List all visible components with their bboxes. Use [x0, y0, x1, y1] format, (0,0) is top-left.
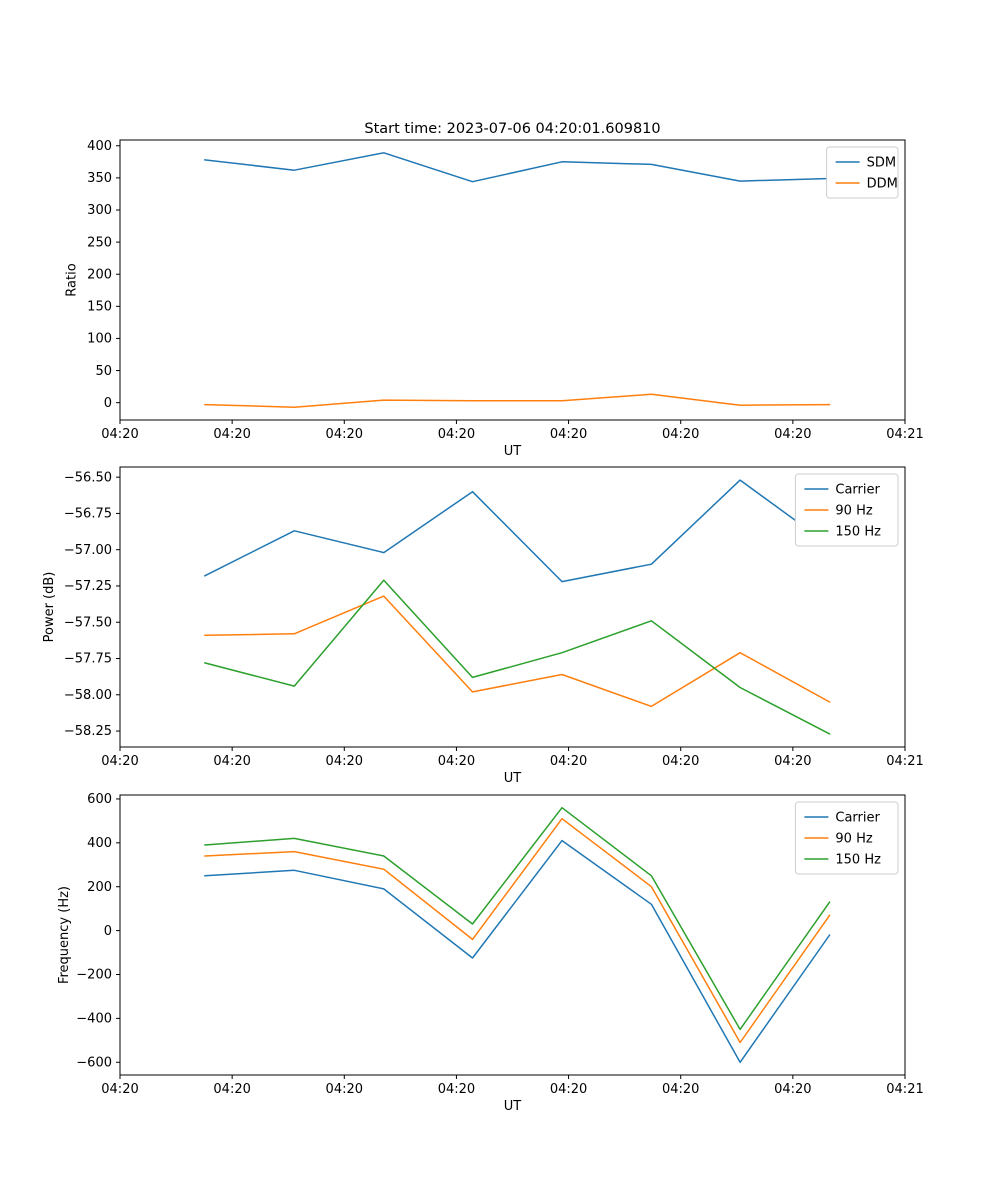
y-tick-label: −400: [76, 1012, 112, 1027]
legend-label: DDM: [867, 177, 898, 192]
x-tick-label: 04:20: [438, 1082, 475, 1097]
y-tick-label: −56.75: [64, 507, 112, 522]
plot-border: [119, 794, 906, 1076]
legend-label: Carrier: [835, 483, 880, 498]
x-tick-label: 04:20: [438, 754, 475, 769]
subplot-1: 0 50 100 150 200 250 300 350 400 04:20 04:20 04:20 0…: [65, 139, 924, 459]
x-tick-label: 04:20: [774, 1082, 811, 1097]
y-axis-label: Frequency (Hz): [57, 886, 72, 984]
x-tick-label: 04:20: [326, 1082, 363, 1097]
y-tick-label: 150: [87, 300, 112, 315]
x-tick-label: 04:21: [886, 427, 923, 442]
x-tick-label: 04:21: [886, 754, 923, 769]
y-axis-label: Power (dB): [42, 572, 57, 643]
legend: SDM DDM: [826, 146, 899, 199]
x-tick-label: 04:20: [326, 427, 363, 442]
legend-label: 150 Hz: [835, 525, 881, 540]
legend: Carrier 90 Hz 150 Hz: [794, 801, 899, 875]
x-tick-label: 04:20: [213, 1082, 250, 1097]
subplot-2: −58.25 −58.00 −57.75 −57.50 −57.25 −57.00 −56.…: [42, 466, 924, 786]
legend-box: [794, 801, 899, 875]
x-tick-label: 04:20: [550, 1082, 587, 1097]
legend-box: [794, 473, 899, 547]
y-tick-label: 300: [87, 203, 112, 218]
plot-border: [119, 139, 906, 421]
x-tick-label: 04:20: [774, 427, 811, 442]
legend-label: Carrier: [835, 811, 880, 826]
legend-label: 150 Hz: [835, 853, 881, 868]
x-tick-label: 04:20: [662, 1082, 699, 1097]
x-tick-label: 04:20: [213, 754, 250, 769]
plot-border: [119, 466, 906, 748]
x-axis-label: UT: [504, 444, 522, 459]
legend: Carrier 90 Hz 150 Hz: [794, 473, 899, 547]
y-tick-label: 400: [87, 836, 112, 851]
y-tick-label: −56.50: [64, 470, 112, 485]
y-tick-label: 200: [87, 267, 112, 282]
y-axis-label: Ratio: [65, 263, 80, 296]
figure-title: Start time: 2023-07-06 04:20:01.609810: [364, 121, 661, 137]
y-tick-label: 600: [87, 792, 112, 807]
y-tick-label: −57.75: [64, 652, 112, 667]
series-line-carrier: [204, 479, 831, 583]
y-tick-label: 0: [104, 924, 112, 939]
subplot-3: −600 −400 −200 0 200 400 600 04:20 04:20 04:20 04:…: [57, 792, 924, 1114]
y-tick-label: 400: [87, 139, 112, 154]
y-tick-label: 250: [87, 235, 112, 250]
x-tick-label: 04:20: [550, 427, 587, 442]
legend-label: 90 Hz: [835, 504, 872, 519]
y-tick-label: −57.25: [64, 579, 112, 594]
y-tick-label: −600: [76, 1055, 112, 1070]
y-tick-label: 200: [87, 880, 112, 895]
series-line-150-hz: [204, 806, 831, 1031]
y-tick-label: 0: [104, 396, 112, 411]
series-line-150-hz: [204, 579, 831, 735]
y-tick-label: −57.00: [64, 543, 112, 558]
series-line-carrier: [204, 839, 831, 1064]
x-tick-label: 04:20: [774, 754, 811, 769]
y-tick-label: 350: [87, 171, 112, 186]
series-line-ddm: [204, 393, 831, 408]
y-tick-label: −58.25: [64, 724, 112, 739]
y-tick-label: −200: [76, 968, 112, 983]
x-tick-label: 04:20: [101, 754, 138, 769]
x-tick-label: 04:20: [101, 427, 138, 442]
x-tick-label: 04:20: [662, 427, 699, 442]
x-tick-label: 04:20: [213, 427, 250, 442]
legend-label: 90 Hz: [835, 832, 872, 847]
series-line-90-hz: [204, 595, 831, 708]
x-tick-label: 04:20: [662, 754, 699, 769]
legend-box: [826, 146, 899, 199]
y-tick-label: −58.00: [64, 688, 112, 703]
x-axis-label: UT: [504, 1099, 522, 1114]
series-line-90-hz: [204, 817, 831, 1044]
series-line-sdm: [204, 152, 831, 183]
x-tick-label: 04:20: [101, 1082, 138, 1097]
x-tick-label: 04:20: [550, 754, 587, 769]
y-tick-label: 50: [95, 364, 112, 379]
x-tick-label: 04:21: [886, 1082, 923, 1097]
y-tick-label: −57.50: [64, 615, 112, 630]
x-tick-label: 04:20: [326, 754, 363, 769]
x-tick-label: 04:20: [438, 427, 475, 442]
y-tick-label: 100: [87, 332, 112, 347]
legend-label: SDM: [867, 156, 896, 171]
x-axis-label: UT: [504, 771, 522, 786]
